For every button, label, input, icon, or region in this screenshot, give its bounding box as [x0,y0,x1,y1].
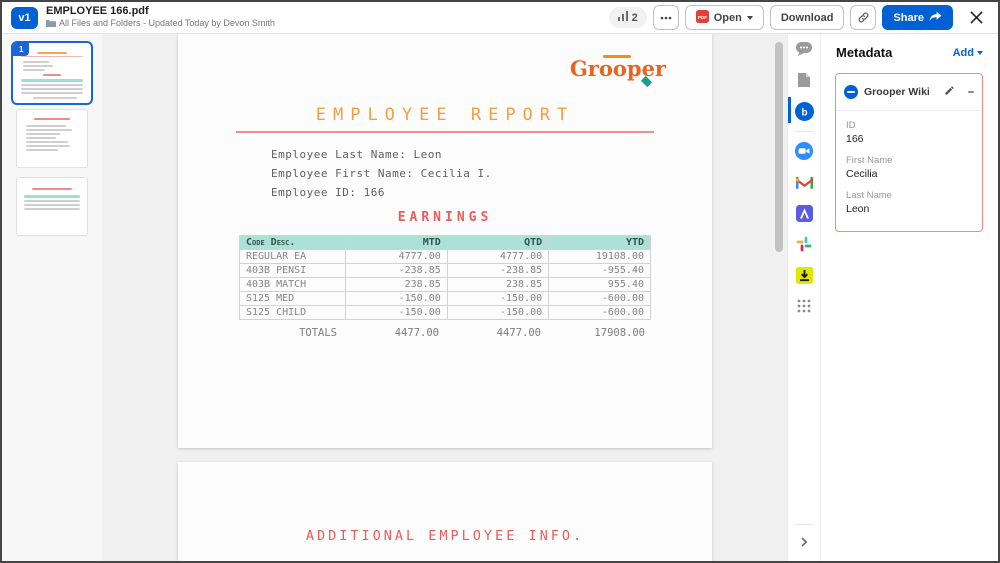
logo-overbar [602,55,632,58]
app-icon-rail: b [787,34,820,561]
earnings-table: Code Desc. MTD QTD YTD REGULAR EA 4777.00… [238,235,651,320]
page-thumbnail-2[interactable] [16,109,88,168]
page-number-badge: 1 [13,43,30,56]
table-row: S125 CHILD -150.00 -150.00 -600.00 [238,305,651,320]
versions-icon [617,11,628,24]
zoom-app-icon[interactable] [793,140,815,162]
file-name: EMPLOYEE 166.pdf [46,5,149,17]
share-button[interactable]: Share [882,5,953,30]
col-header-qtd: QTD [446,235,550,250]
template-card-header: Grooper Wiki [836,74,982,111]
top-bar-actions: 2 PDF Open Download Share [608,5,989,31]
template-fields: ID 166 First Name Cecilia Last Name Leon [836,111,982,231]
download-button[interactable]: Download [769,5,845,30]
file-meta-text: All Files and Folders - Updated Today by… [59,18,275,29]
metadata-template-card: Grooper Wiki ID 166 First Name Cecilia [835,73,983,232]
edit-pencil-icon[interactable] [944,83,955,101]
field-id: ID 166 [846,120,864,145]
open-button-label: Open [713,11,742,24]
caret-down-icon [746,15,753,20]
top-bar: v1 EMPLOYEE 166.pdf All Files and Folder… [2,2,998,34]
main-content: 1 [2,34,998,561]
template-icon [844,85,858,99]
metadata-add-button[interactable]: Add [953,47,983,59]
thumbnail-sidebar: 1 [2,34,103,561]
download-app-icon[interactable] [793,264,815,286]
page-thumbnail-1[interactable]: 1 [11,41,93,105]
version-badge[interactable]: v1 [11,6,38,29]
title-rule [236,131,654,133]
svg-text:b: b [801,107,807,118]
table-row: 403B MATCH 238.85 238.85 955.40 [238,277,651,292]
pdf-icon: PDF [695,9,709,26]
file-info-icon[interactable] [793,69,815,91]
versions-count: 2 [631,11,638,24]
document-title: EMPLOYEE REPORT [315,105,575,125]
share-arrow-icon [929,11,942,25]
versions-count-button[interactable]: 2 [608,7,647,28]
comments-icon[interactable] [793,38,815,60]
template-name: Grooper Wiki [864,86,930,98]
document-page-1: Grooper EMPLOYEE REPORT Employee Last Na… [178,34,712,448]
earnings-heading: EARNINGS [397,210,493,225]
metadata-header: Metadata Add [821,34,998,67]
earnings-table-header-row: Code Desc. MTD QTD YTD [238,235,651,250]
file-title-block: EMPLOYEE 166.pdf All Files and Folders -… [46,5,275,29]
employee-first-name: Employee First Name: Cecilia I. [271,167,492,180]
col-header-mtd: MTD [345,235,448,250]
open-button[interactable]: PDF Open [684,5,764,30]
document-viewer[interactable]: Grooper EMPLOYEE REPORT Employee Last Na… [102,34,788,561]
employee-id: Employee ID: 166 [271,186,385,199]
rail-divider [794,131,814,132]
slack-app-icon[interactable] [793,233,815,255]
close-button[interactable] [963,5,989,31]
metadata-title: Metadata [836,45,893,60]
field-last-name: Last Name Leon [846,190,892,215]
file-meta: All Files and Folders - Updated Today by… [46,18,275,29]
totals-label: TOTALS [299,327,337,339]
active-app-indicator [788,97,791,123]
collapse-chevron-icon[interactable] [793,531,815,553]
field-first-name: First Name Cecilia [846,155,893,180]
adobe-acrobat-app-icon[interactable] [793,202,815,224]
box-app-icon[interactable]: b [793,100,815,122]
svg-text:PDF: PDF [698,14,707,19]
totals-row: TOTALS 4477.00 4477.00 17908.00 [239,327,651,339]
copy-link-button[interactable] [850,5,877,30]
folder-icon [46,19,56,29]
collapse-card-icon[interactable] [968,91,974,93]
document-scrollbar[interactable] [775,42,783,252]
grooper-logo: Grooper [570,55,666,88]
metadata-panel: Metadata Add Grooper Wiki ID [820,34,998,561]
col-header-code-desc: Code Desc. [238,235,347,250]
page-thumbnail-3[interactable] [16,177,88,236]
col-header-ytd: YTD [548,235,651,250]
document-page-2: ADDITIONAL EMPLOYEE INFO. [178,462,712,561]
table-row: 403B PENSI -238.85 -238.85 -955.40 [238,263,651,278]
table-row: S125 MED -150.00 -150.00 -600.00 [238,291,651,306]
table-row: REGULAR EA 4777.00 4777.00 19108.00 [238,249,651,264]
apps-grid-icon[interactable] [793,295,815,317]
rail-divider [794,524,814,525]
share-button-label: Share [893,11,924,24]
gmail-app-icon[interactable] [793,171,815,193]
employee-fields: Employee Last Name: Leon Employee First … [271,148,492,205]
caret-down-icon [977,50,983,55]
page2-title: ADDITIONAL EMPLOYEE INFO. [305,528,585,544]
download-button-label: Download [780,11,834,24]
more-options-button[interactable] [652,5,679,30]
employee-last-name: Employee Last Name: Leon [271,148,442,161]
